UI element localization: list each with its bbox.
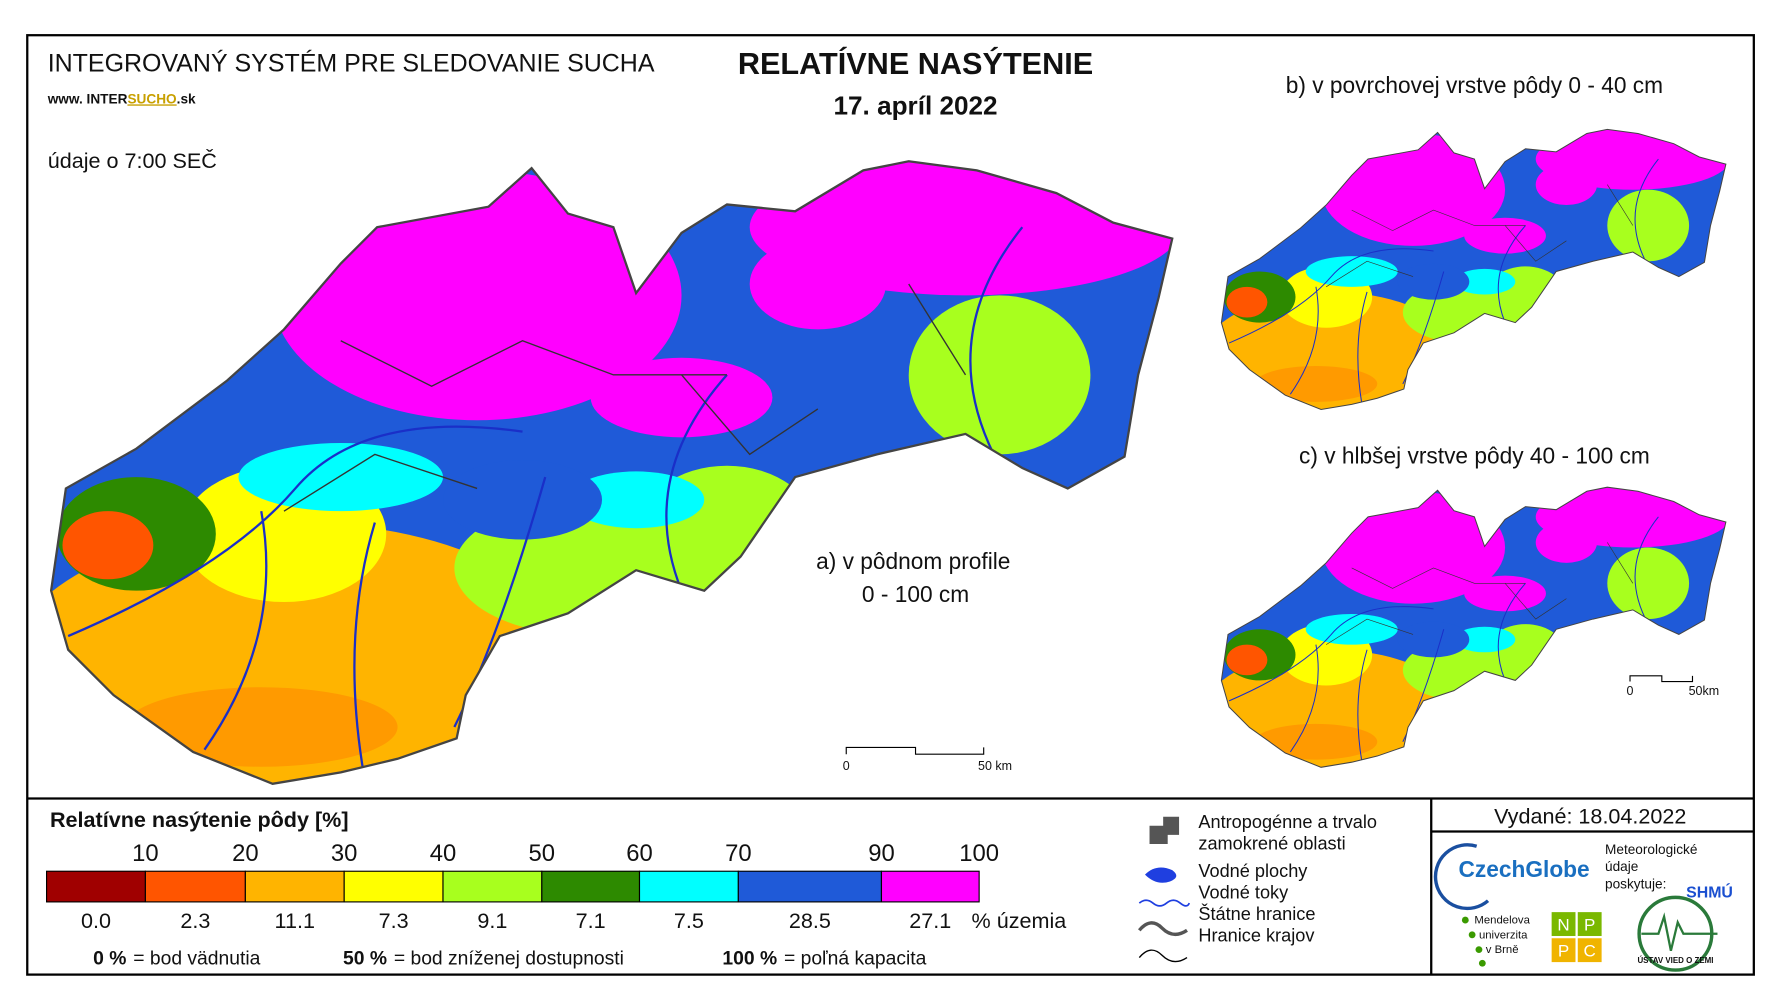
nppc-letter: N — [1557, 915, 1569, 934]
note-text: = poľná kapacita — [784, 948, 927, 969]
legend-share: 9.1 — [477, 908, 507, 933]
nppc-letter: P — [1584, 915, 1595, 934]
nppc-cell — [1577, 938, 1602, 963]
legend-share: 0.0 — [81, 908, 111, 933]
legend-share: 11.1 — [275, 908, 315, 933]
legend-swatch — [144, 870, 246, 903]
nppc-cell — [1577, 912, 1602, 936]
legend-unit: % územia — [972, 908, 1067, 933]
symbol-label: zamokrené oblasti — [1198, 834, 1345, 854]
logo-note: poskytuje: — [1605, 876, 1666, 891]
title: RELATÍVNE NASÝTENIE — [738, 46, 1093, 81]
legend-note: 50 % = bod zníženej dostupnosti — [343, 948, 624, 969]
legend-threshold: 100 — [959, 840, 999, 867]
legend-swatch — [46, 870, 146, 903]
logo-uvz: ÚSTAV VIED O ZEMI — [1637, 956, 1713, 965]
issued: Vydané: 18.04.2022 — [1494, 804, 1686, 829]
logo-mendel: Mendelova — [1474, 914, 1530, 926]
nppc-letter: P — [1558, 941, 1569, 960]
legend-threshold: 30 — [331, 840, 358, 867]
note-value: 100 % — [722, 948, 777, 969]
legend-note: 0 % = bod vädnutia — [93, 948, 260, 969]
symbol-label: Hranice krajov — [1198, 926, 1315, 946]
note-text: = bod zníženej dostupnosti — [394, 948, 624, 969]
legend-threshold: 50 — [529, 840, 556, 867]
map-label: a) v pôdnom profile — [816, 548, 1010, 574]
legend-swatch — [737, 870, 883, 903]
scale-label: 0 — [843, 759, 850, 773]
nppc-letter: C — [1584, 941, 1596, 960]
legend-swatch — [880, 870, 980, 903]
logo-shmu: SHMÚ — [1686, 882, 1733, 901]
legend: 0.0 2.3 11.1 7.3 9.1 7.1 7.5 28.5 27.1 10 20 30 40 50… — [46, 840, 999, 933]
symbol-label: Antropogénne a trvalo — [1198, 812, 1377, 832]
legend-notes: 0 % = bod vädnutia 50 % = bod zníženej dost… — [93, 948, 927, 969]
note-value: 50 % — [343, 948, 387, 969]
legend-swatch — [442, 870, 543, 903]
nppc-cell — [1551, 938, 1576, 963]
legend-threshold: 10 — [132, 840, 159, 867]
logo-mendel: v Brně — [1486, 944, 1519, 956]
legend-swatch — [244, 870, 345, 903]
logo-note: údaje — [1605, 859, 1638, 874]
note-text: = bod vädnutia — [133, 948, 260, 969]
system-name: INTEGROVANÝ SYSTÉM PRE SLEDOVANIE SUCHA — [48, 49, 655, 78]
nppc-cell — [1551, 912, 1576, 936]
legend-share: 7.3 — [379, 908, 409, 933]
map-label: c) v hlbšej vrstve pôdy 40 - 100 cm — [1299, 442, 1650, 468]
symbol-label: Štátne hranice — [1198, 903, 1315, 924]
legend-swatch — [541, 870, 641, 903]
legend-share: 27.1 — [909, 908, 951, 933]
note-value: 0 % — [93, 948, 126, 969]
legend-share: 2.3 — [180, 908, 210, 933]
scale-label: 50km — [1689, 684, 1720, 698]
legend-swatch — [343, 870, 444, 903]
symbol-label: Vodné toky — [1198, 882, 1289, 902]
logo-czechglobe: CzechGlobe — [1458, 856, 1589, 882]
legend-swatch — [638, 870, 739, 903]
legend-share: 7.5 — [674, 908, 704, 933]
legend-title: Relatívne nasýtenie pôdy [%] — [50, 807, 349, 832]
date: 17. apríl 2022 — [834, 91, 998, 121]
legend-threshold: 20 — [232, 840, 259, 867]
logo-mendel: univerzita — [1479, 929, 1528, 941]
scale-label: 0 — [1627, 684, 1634, 698]
website: www. INTERSUCHO.sk — [47, 91, 196, 106]
legend-threshold: 70 — [725, 840, 752, 867]
legend-threshold: 90 — [868, 840, 895, 867]
scale-label: 50 km — [978, 759, 1012, 773]
legend-threshold: 40 — [430, 840, 457, 867]
legend-note: 100 % = poľná kapacita — [722, 948, 926, 969]
legend-share: 7.1 — [576, 908, 606, 933]
map-label: 0 - 100 cm — [862, 581, 969, 607]
logo-note: Meteorologické — [1605, 842, 1697, 857]
data-time: údaje o 7:00 SEČ — [48, 148, 217, 173]
logo-nppc: N PP C — [1551, 912, 1602, 963]
legend-threshold: 60 — [626, 840, 653, 867]
map-label: b) v povrchovej vrstve pôdy 0 - 40 cm — [1286, 72, 1663, 98]
legend-share: 28.5 — [789, 908, 831, 933]
symbol-label: Vodné plochy — [1198, 861, 1308, 881]
